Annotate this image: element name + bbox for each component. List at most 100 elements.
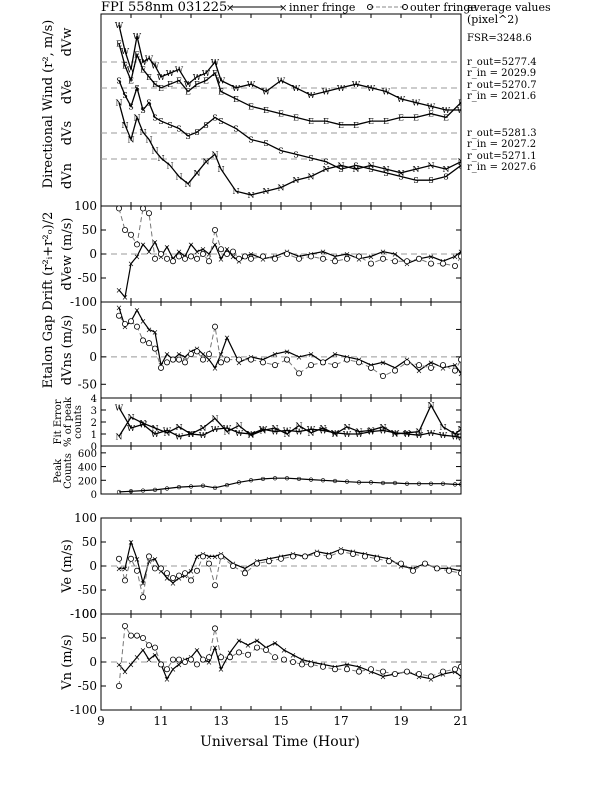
data-point: ×	[194, 552, 201, 561]
data-point	[319, 255, 326, 262]
s-out-label: r_out=5281.3	[467, 128, 537, 139]
data-point	[301, 553, 308, 560]
series-line-w	[118, 407, 461, 439]
series-group	[116, 476, 461, 494]
n-out-label: r_out=5271.1	[467, 151, 537, 162]
x-tick-label: 13	[213, 714, 228, 728]
ylabel-ve: Ve (m/s)	[60, 539, 75, 594]
data-point: N	[218, 165, 225, 174]
data-point	[397, 560, 404, 567]
data-point: W	[121, 47, 130, 56]
data-point: E	[152, 80, 158, 89]
data-point: ×	[224, 245, 231, 254]
data-point: N	[338, 161, 345, 170]
data-point: N	[188, 430, 195, 439]
data-point	[139, 635, 146, 642]
y-tick-label: 4	[91, 394, 97, 405]
data-point: ×	[452, 361, 459, 370]
data-point	[307, 661, 314, 668]
data-point	[116, 489, 122, 494]
data-point: E	[323, 117, 329, 126]
data-point: N	[200, 424, 207, 433]
data-point: ×	[320, 248, 327, 257]
y-tick-label: -100	[70, 295, 97, 309]
data-point: S	[248, 136, 253, 145]
e-in-label: r_in = 2021.6	[467, 91, 536, 102]
data-point	[343, 356, 350, 363]
series-line-peak-counts	[118, 477, 461, 493]
data-point: W	[295, 428, 304, 437]
ylabel-vn: Vn (m/s)	[60, 634, 75, 690]
y-tick-label: 1	[91, 430, 97, 441]
data-point	[247, 255, 254, 262]
data-point: ×	[452, 252, 459, 261]
data-point: ×	[164, 243, 171, 252]
data-point: ×	[380, 248, 387, 257]
data-point	[163, 255, 170, 262]
data-point: N	[203, 158, 210, 167]
data-point: ×	[182, 353, 189, 362]
w-in-label: r_in = 2029.9	[467, 68, 536, 79]
y-tick-label: 3	[91, 406, 97, 417]
data-point	[403, 258, 410, 265]
data-point: E	[263, 106, 269, 115]
data-point	[439, 260, 446, 267]
data-point	[416, 481, 422, 486]
data-point	[199, 656, 206, 663]
data-point: ×	[128, 538, 135, 547]
data-point: N	[122, 121, 129, 130]
data-point: ×	[227, 648, 234, 657]
data-point	[343, 666, 350, 673]
data-point: W	[352, 80, 361, 89]
data-point	[211, 625, 218, 632]
data-point	[224, 482, 230, 488]
data-point	[355, 359, 362, 366]
data-point: W	[202, 69, 211, 78]
series-group: ××××××××××××××××××××××××××××××××××××××××…	[116, 206, 461, 302]
data-point: W	[439, 431, 448, 440]
data-point: ×	[134, 252, 141, 261]
data-point: ×	[140, 646, 147, 655]
ylabel-dvns: dVns (m/s)	[60, 315, 75, 385]
data-point: E	[185, 88, 191, 97]
data-point	[188, 484, 194, 489]
data-point: W	[115, 404, 124, 413]
y-tick-label: -100	[70, 607, 97, 621]
data-point	[308, 477, 314, 482]
data-point: E	[428, 110, 434, 119]
data-point: W	[367, 84, 376, 93]
data-point: ×	[164, 675, 171, 684]
data-point	[343, 255, 350, 262]
series-line-outer-fringe	[118, 315, 461, 377]
y-tick-label: 100	[74, 511, 97, 525]
data-point	[271, 362, 278, 369]
data-point: S	[413, 176, 418, 185]
data-point	[157, 661, 164, 668]
data-point	[344, 479, 350, 484]
data-point	[217, 553, 224, 560]
data-point: W	[457, 106, 466, 115]
data-point: S	[194, 128, 199, 137]
data-point	[452, 482, 458, 487]
data-point: S	[263, 139, 268, 148]
data-point: ×	[212, 644, 219, 653]
ylabel-fit1: Fit Error	[53, 399, 64, 444]
data-point	[187, 577, 194, 584]
data-point: N	[296, 422, 303, 431]
data-point	[265, 558, 272, 565]
data-point: S	[134, 84, 139, 93]
ylabel-dvw: dVw	[60, 28, 75, 57]
data-point: ×	[212, 240, 219, 249]
data-point: N	[176, 423, 183, 432]
data-point: W	[223, 424, 232, 433]
data-point	[169, 356, 176, 363]
data-point	[356, 480, 362, 485]
data-point	[116, 206, 122, 212]
data-point: S	[278, 147, 283, 156]
data-point: N	[452, 430, 459, 439]
data-point	[421, 560, 428, 567]
data-point	[133, 241, 140, 248]
